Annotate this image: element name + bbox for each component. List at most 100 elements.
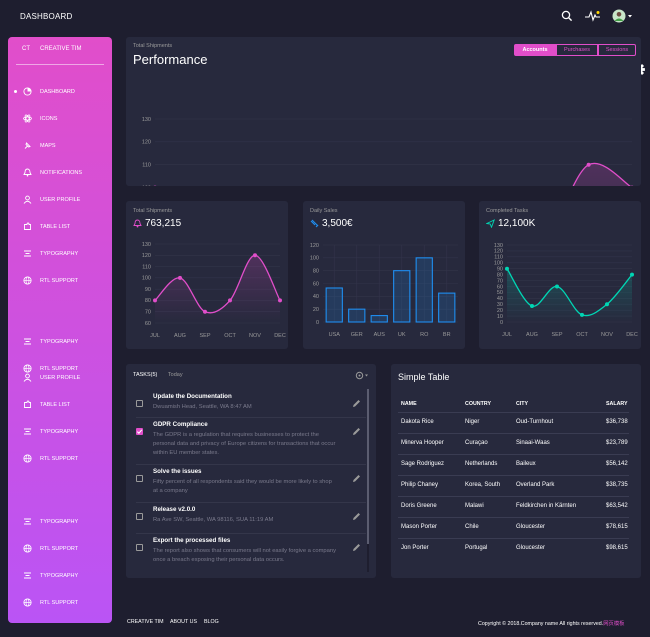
y-tick-label: 60 [497,284,503,290]
table-cell: Doris Greene [401,503,437,509]
pencil-icon[interactable] [352,543,361,552]
puzzle-icon [24,222,31,230]
task-description: The GDPR is a regulation that requires b… [153,432,336,456]
task-checkbox[interactable] [136,544,143,551]
scrollbar-track[interactable] [367,389,369,572]
footer-link-about[interactable]: ABOUT US [170,619,197,625]
y-tick-label: 120 [494,249,503,255]
y-tick-label: 100 [142,276,151,282]
data-point[interactable] [605,302,609,307]
x-tick-label: RO [420,332,429,338]
tasks-tab[interactable]: TASKS(5) [133,372,158,378]
sidebar-item-rtl-support[interactable]: RTL SUPPORT [8,274,112,288]
tasks-today[interactable]: Today [167,372,183,378]
data-point[interactable] [153,298,157,303]
settings-dropdown-icon[interactable] [355,371,369,380]
logo-mini[interactable]: CT [22,46,30,52]
sidebar-item-notifications[interactable]: NOTIFICATIONS [8,166,112,180]
sidebar-item-label: USER PROFILE [40,375,81,381]
sidebar-item-rtl-support[interactable]: RTL SUPPORT [8,362,112,376]
world-icon [23,276,32,285]
table-row-divider [398,433,629,434]
y-tick-label: 120 [310,243,319,249]
data-point[interactable] [586,162,591,167]
x-tick-label: GER [351,332,363,338]
sidebar-item-typography[interactable]: TYPOGRAPHY [8,569,112,583]
tab-sessions[interactable]: Sessions [598,44,636,56]
x-tick-label: SEP [199,333,210,339]
data-point[interactable] [278,298,282,303]
sidebar-item-table-list[interactable]: TABLE LIST [8,220,112,234]
notification-pulse-icon[interactable] [585,10,601,22]
pin-icon [24,142,31,149]
task-checkbox[interactable] [136,475,143,482]
navbar-brand[interactable]: DASHBOARD [20,12,73,21]
sidebar-item-label: DASHBOARD [40,89,75,95]
sidebar-item-typography[interactable]: TYPOGRAPHY [8,247,112,261]
series-area [573,163,630,186]
data-point[interactable] [228,298,232,303]
data-point[interactable] [178,275,182,280]
table-cell: Korea, South [465,482,501,488]
data-point[interactable] [580,312,584,317]
sidebar-item-dashboard[interactable]: DASHBOARD [8,85,112,99]
tab-accounts[interactable]: Accounts [514,44,556,56]
logo-normal[interactable]: CREATIVE TIM [40,46,82,52]
task-checkbox[interactable] [136,513,143,520]
table-cell: $36,738 [606,419,628,425]
scrollbar-thumb[interactable] [367,389,369,544]
table-cell: Mason Porter [401,524,438,530]
card-title: Performance [133,52,208,67]
sidebar-item-typography[interactable]: TYPOGRAPHY [8,425,112,439]
data-point[interactable] [630,272,634,277]
sidebar-item-typography[interactable]: TYPOGRAPHY [8,335,112,349]
y-tick-label: 0 [500,320,503,326]
footer-link-blog[interactable]: BLOG [204,619,219,625]
data-point[interactable] [505,266,509,271]
tab-purchases[interactable]: Purchases [556,44,598,56]
sidebar-item-rtl-support[interactable]: RTL SUPPORT [8,452,112,466]
copyright-link[interactable]: 网页模板 [603,621,625,627]
y-tick-label: 20 [497,308,503,314]
sidebar-item-user-profile[interactable]: USER PROFILE [8,371,112,385]
sidebar-logo[interactable]: CT CREATIVE TIM [16,46,106,66]
bell-icon [23,168,32,177]
sidebar-item-maps[interactable]: MAPS [8,139,112,153]
bar-aus [370,315,388,323]
task-checkbox[interactable] [136,428,143,435]
data-point[interactable] [253,253,257,258]
series-line [572,162,631,186]
x-tick-label: DEC [274,333,286,339]
pencil-icon[interactable] [352,399,361,408]
sidebar-item-rtl-support[interactable]: RTL SUPPORT [8,596,112,610]
x-tick-label: USA [329,332,341,338]
sidebar-item-label: RTL SUPPORT [40,546,79,552]
pencil-icon[interactable] [352,474,361,483]
align-center-icon [24,250,31,257]
task-divider [136,502,366,503]
y-tick-label: 100 [142,185,151,186]
sidebar-item-typography[interactable]: TYPOGRAPHY [8,515,112,529]
search-icon[interactable] [561,10,573,22]
table-cell: Jon Porter [401,545,429,551]
avatar[interactable] [612,9,634,23]
data-point[interactable] [203,309,207,314]
table-cell: $63,542 [606,503,628,509]
align-center-icon [24,572,31,579]
x-tick-label: UK [398,332,406,338]
sidebar-item-user-profile[interactable]: USER PROFILE [8,193,112,207]
task-checkbox[interactable] [136,400,143,407]
data-point[interactable] [555,284,559,289]
sidebar-item-rtl-support[interactable]: RTL SUPPORT [8,542,112,556]
align-center-icon [24,518,31,525]
footer-link-creative-tim[interactable]: CREATIVE TIM [127,619,164,625]
check-icon [136,429,143,435]
pencil-icon[interactable] [352,427,361,436]
data-point[interactable] [530,304,534,309]
daily-sales-card: Daily Sales 3,500€ 0 20 40 60 80 100 120 USA GER… [303,201,465,349]
logo-divider [16,64,104,65]
performance-card: Total Shipments Performance Accounts Pur… [126,37,641,186]
sidebar-item-table-list[interactable]: TABLE LIST [8,398,112,412]
sidebar-item-icons[interactable]: ICONS [8,112,112,126]
pencil-icon[interactable] [352,512,361,521]
